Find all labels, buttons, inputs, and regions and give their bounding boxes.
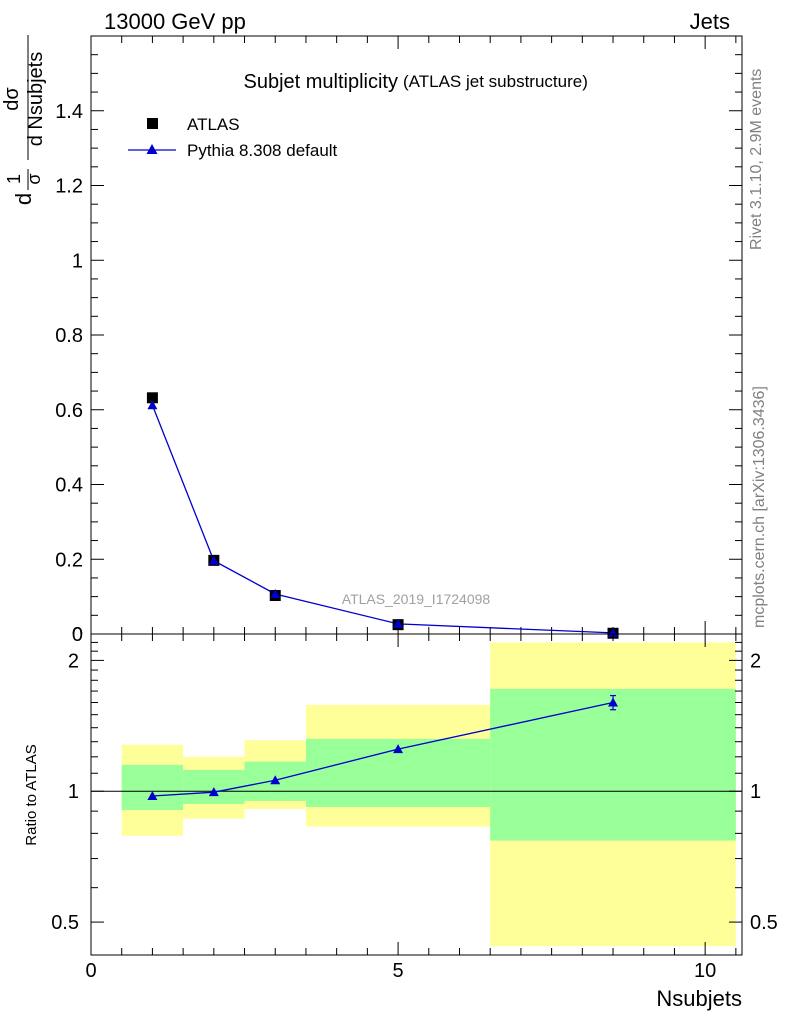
ylabel-dn: d Nsubjets — [25, 52, 47, 147]
ratio-band-inner — [490, 688, 736, 841]
main-ytick-label: 0 — [72, 624, 83, 646]
ratio-ytick-label-left: 0.5 — [51, 912, 79, 934]
ratio-ylabel: Ratio to ATLAS — [23, 744, 40, 845]
main-y-axis: 00.20.40.60.811.21.40 — [55, 35, 742, 646]
main-legend: ATLAS Pythia 8.308 default — [128, 115, 338, 160]
pythia-point — [147, 400, 158, 410]
legend-label-atlas: ATLAS — [187, 115, 240, 134]
main-ylabel: d 1 σ dσ d Nsubjets — [1, 35, 47, 205]
main-ytick-label: 1.4 — [55, 101, 83, 123]
main-ytick-label: 0.4 — [55, 475, 83, 497]
ratio-pythia-point — [393, 744, 404, 754]
ratio-ytick-label-right: 0.5 — [750, 912, 778, 934]
ratio-ytick-label-left: 1 — [68, 781, 79, 803]
ratio-xtick-label: 5 — [393, 960, 404, 982]
pythia-point — [393, 618, 404, 628]
ylabel-inv-num: 1 — [4, 174, 24, 184]
ratio-pythia-point — [608, 697, 619, 707]
ylabel-inv-den: σ — [24, 173, 44, 184]
main-panel: Subjet multiplicity (ATLAS jet substruct… — [1, 35, 743, 646]
legend-label-pythia: Pythia 8.308 default — [187, 141, 338, 160]
x-axis-label: Nsubjets — [656, 986, 742, 1011]
pythia-point — [608, 627, 619, 637]
ratio-xtick-label: 10 — [694, 960, 716, 982]
header-energy-label: 13000 GeV pp — [104, 9, 246, 34]
legend-marker-pythia — [146, 144, 158, 154]
main-ytick-label: 0.2 — [55, 549, 83, 571]
main-subtitle: (ATLAS jet substructure) — [403, 72, 588, 91]
ratio-ytick-label-left: 2 — [68, 650, 79, 672]
atlas-point — [146, 392, 158, 404]
main-ytick-label: 1 — [72, 250, 83, 272]
main-ytick-label: 0.6 — [55, 400, 83, 422]
ratio-y-axis: 0.5 0.5 1 1 2 2 — [51, 641, 778, 934]
ratio-band-inner — [121, 764, 184, 811]
pythia-point — [270, 589, 281, 599]
watermark-label: ATLAS_2019_I1724098 — [342, 591, 491, 607]
source-label: mcplots.cern.ch [arXiv:1306.3436] — [751, 386, 768, 628]
ylabel-d: d — [11, 193, 36, 205]
ratio-band-inner — [183, 769, 245, 804]
legend-marker-atlas — [147, 118, 158, 129]
ratio-ytick-label-right: 2 — [750, 650, 761, 672]
main-ytick-label: 1.2 — [55, 176, 83, 198]
main-series — [146, 392, 619, 639]
ratio-pythia-point — [208, 787, 219, 797]
main-title: Subjet multiplicity — [243, 71, 398, 93]
ratio-panel: 0.5 0.5 1 1 2 2 0 5 10 Ratio to ATLAS Nsubjets — [23, 633, 778, 1011]
ratio-pythia-point — [147, 791, 158, 801]
ratio-pythia-point — [270, 775, 281, 785]
ratio-ytick-label-right: 1 — [750, 781, 761, 803]
pythia-point — [208, 555, 219, 565]
main-ytick-label: 0.8 — [55, 325, 83, 347]
ratio-series — [147, 694, 619, 801]
ratio-xtick-label: 0 — [85, 960, 96, 982]
ratio-x-axis: 0 5 10 — [85, 634, 737, 982]
ylabel-dsigma: dσ — [1, 87, 23, 111]
header-process-label: Jets — [690, 9, 730, 34]
ratio-plot-frame — [90, 633, 743, 956]
rivet-version-label: Rivet 3.1.10, 2.9M events — [748, 69, 765, 250]
main-ytick-label: 0 — [72, 624, 83, 646]
ratio-bands — [121, 642, 736, 947]
